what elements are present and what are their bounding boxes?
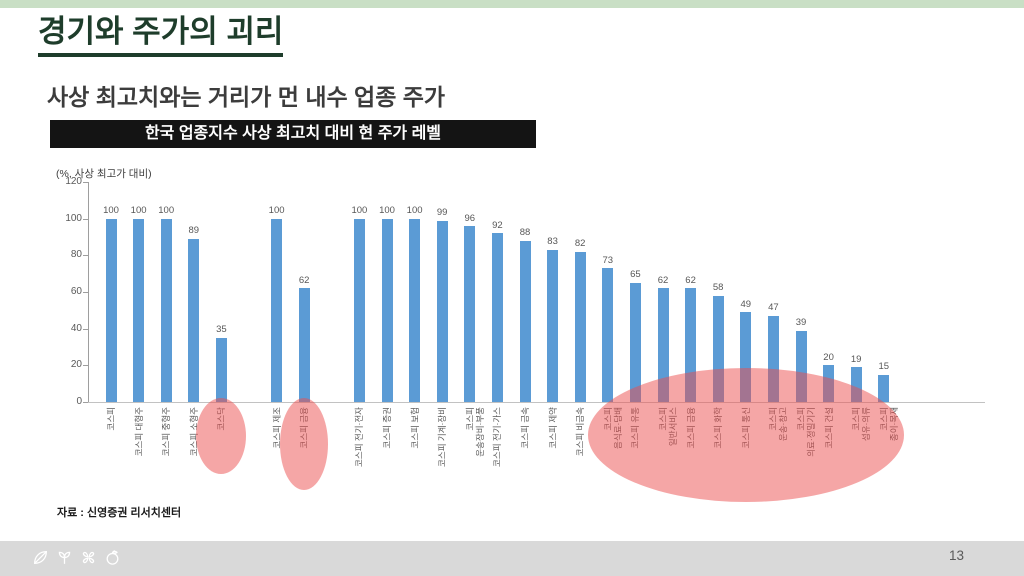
category-label: 코스피 증권 xyxy=(382,407,392,449)
y-tick-mark xyxy=(83,182,88,183)
y-tick-mark xyxy=(83,292,88,293)
y-tick-label: 60 xyxy=(70,286,82,297)
bar xyxy=(574,251,586,402)
y-tick-label: 100 xyxy=(65,212,82,224)
bar xyxy=(629,282,641,402)
bar xyxy=(519,240,531,402)
bar-value-label: 100 xyxy=(379,205,395,217)
bar xyxy=(795,330,807,402)
bar xyxy=(602,268,614,402)
y-tick-mark xyxy=(83,328,88,330)
bar xyxy=(464,226,476,402)
bar-value-label: 82 xyxy=(574,238,586,250)
bar xyxy=(657,288,669,402)
bar-value-label: 73 xyxy=(602,254,614,266)
top-accent-bar xyxy=(0,0,1024,8)
chart-axis-note: (%, 사상 최고가 대비) xyxy=(56,168,152,180)
bar xyxy=(133,218,145,402)
bar-value-label: 89 xyxy=(188,225,200,237)
y-tick-label: 20 xyxy=(70,359,82,371)
bar xyxy=(409,218,421,402)
bar-value-label: 47 xyxy=(768,302,779,314)
bar xyxy=(712,295,724,402)
bar xyxy=(188,238,200,402)
y-tick-label: 40 xyxy=(70,322,82,334)
bar-value-label: 39 xyxy=(795,317,807,328)
y-tick-mark xyxy=(83,255,88,257)
bar-value-label: 100 xyxy=(130,205,147,217)
bar xyxy=(491,233,503,402)
leaf-icon xyxy=(32,549,49,566)
highlight-ellipse xyxy=(587,368,904,502)
bar-value-label: 58 xyxy=(712,282,724,294)
category-label: 코스피 비금속 xyxy=(575,407,586,457)
y-tick-label: 0 xyxy=(76,396,82,407)
bar-value-label: 15 xyxy=(878,361,890,372)
bar xyxy=(685,288,697,402)
clover-icon xyxy=(80,549,97,566)
y-axis xyxy=(88,182,89,403)
category-label: 코스피 금속 xyxy=(520,407,530,449)
bar-value-label: 35 xyxy=(216,324,227,336)
bar xyxy=(381,218,393,402)
bar-value-label: 83 xyxy=(547,236,558,248)
highlight-ellipse xyxy=(196,398,247,474)
bar xyxy=(436,220,448,402)
bar xyxy=(850,367,862,402)
bar xyxy=(767,315,779,402)
bar xyxy=(271,218,283,402)
bar-value-label: 92 xyxy=(492,219,503,231)
fruit-icon xyxy=(104,549,121,566)
y-tick-mark xyxy=(83,365,88,367)
bar xyxy=(878,374,890,402)
category-label: 코스피 보험 xyxy=(409,407,420,449)
bar-value-label: 65 xyxy=(630,269,641,281)
bar xyxy=(740,312,752,402)
bar xyxy=(160,218,172,402)
bar-value-label: 100 xyxy=(406,205,423,217)
chart-title-banner: 한국 업종지수 사상 최고치 대비 현 주가 레벨 xyxy=(50,120,536,148)
page-number: 13 xyxy=(948,548,964,563)
bar-value-label: 96 xyxy=(464,212,476,224)
footer-bar: 13 xyxy=(0,541,1024,576)
category-label: 코스피 전기·전자 xyxy=(354,407,365,467)
bar xyxy=(298,288,310,402)
source-note: 자료 : 신영증권 리서치센터 xyxy=(57,507,182,519)
category-label: 코스피 기계·장비 xyxy=(437,407,448,467)
category-label: 코스피 제약 xyxy=(547,407,558,449)
footer-decorative-icons xyxy=(32,549,121,566)
bar xyxy=(353,218,365,402)
bar-value-label: 100 xyxy=(351,205,368,217)
page-title: 경기와 주가의 괴리 xyxy=(38,14,284,57)
y-tick-mark xyxy=(83,218,88,220)
sprout-icon xyxy=(56,549,73,566)
bar xyxy=(105,218,117,402)
y-tick-label: 120 xyxy=(65,176,82,187)
page-subtitle: 사상 최고치와는 거리가 먼 내수 업종 주가 xyxy=(47,84,446,110)
y-tick-label: 80 xyxy=(70,249,82,261)
highlight-ellipse xyxy=(280,398,329,490)
bar-value-label: 62 xyxy=(685,274,696,286)
y-tick-mark xyxy=(83,402,88,403)
bar-value-label: 62 xyxy=(657,274,669,286)
category-label: 코스피 전기·가스 xyxy=(492,407,503,467)
bar-value-label: 100 xyxy=(268,205,285,217)
bar xyxy=(547,249,559,402)
bar-value-label: 19 xyxy=(850,353,862,365)
bar-value-label: 100 xyxy=(103,205,119,217)
bar-value-label: 99 xyxy=(436,207,448,218)
category-label: 코스피 운송장비·부품 xyxy=(464,407,485,457)
bar-value-label: 49 xyxy=(740,298,752,310)
bar-value-label: 20 xyxy=(823,351,834,363)
bar-value-label: 88 xyxy=(519,227,531,239)
x-axis xyxy=(88,402,985,403)
bar-value-label: 62 xyxy=(298,274,310,286)
bar-value-label: 100 xyxy=(158,205,175,217)
category-label: 코스피 제조 xyxy=(271,407,282,449)
bar xyxy=(215,337,227,402)
